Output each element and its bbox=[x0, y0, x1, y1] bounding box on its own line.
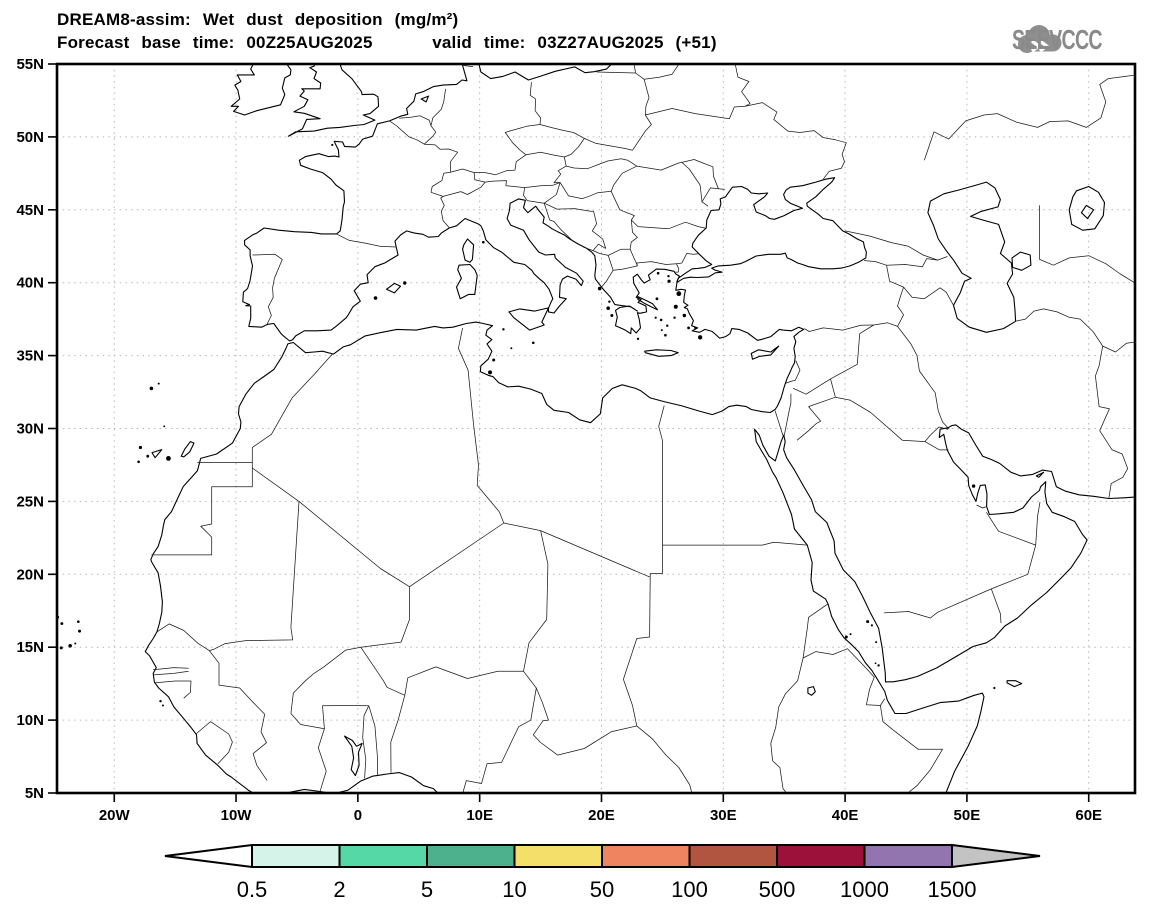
legend-segment bbox=[251, 844, 341, 868]
legend-tick-label: 2 bbox=[333, 877, 345, 902]
legend-segment bbox=[338, 844, 428, 868]
legend-segment bbox=[513, 844, 603, 868]
legend-colorbar: 0.5 2 5 10 50 100 500 1000 1500 bbox=[164, 843, 1041, 902]
legend-tick-label: 1500 bbox=[928, 877, 977, 902]
lon-label: 20W bbox=[99, 807, 131, 824]
lat-label: 5N bbox=[25, 785, 44, 802]
lat-label: 55N bbox=[16, 56, 44, 73]
lon-label: 30E bbox=[710, 807, 737, 824]
island-dots bbox=[57, 143, 996, 707]
lat-label: 30N bbox=[16, 421, 44, 438]
legend-tick-label: 100 bbox=[671, 877, 708, 902]
lon-label: 40E bbox=[832, 807, 859, 824]
legend-tick-label: 10 bbox=[502, 877, 526, 902]
country-borders bbox=[151, 64, 1135, 793]
lon-label: 60E bbox=[1075, 807, 1102, 824]
legend-tick-label: 1000 bbox=[840, 877, 889, 902]
logo-text: SEEVCCC bbox=[1012, 24, 1103, 55]
legend-tick-label: 5 bbox=[421, 877, 433, 902]
legend-tick-label: 500 bbox=[759, 877, 796, 902]
cloud-icon bbox=[1018, 25, 1062, 53]
seevccc-logo: SEEVCCC bbox=[1012, 22, 1158, 58]
lat-label: 15N bbox=[16, 639, 44, 656]
forecast-time-subtitle: Forecast base time: 00Z25AUG2025 valid t… bbox=[57, 33, 717, 52]
legend-tick-label: 0.5 bbox=[237, 877, 268, 902]
lon-label: 10W bbox=[221, 807, 253, 824]
coastlines bbox=[144, 64, 1135, 793]
lat-label: 10N bbox=[16, 712, 44, 729]
lat-label: 40N bbox=[16, 275, 44, 292]
page-title: DREAM8-assim: Wet dust deposition (mg/m²… bbox=[57, 10, 459, 29]
axis-ticks bbox=[48, 63, 1090, 802]
legend-segment bbox=[863, 844, 953, 868]
legend-segment bbox=[776, 844, 866, 868]
legend-segment bbox=[426, 844, 516, 868]
lon-label: 20E bbox=[588, 807, 615, 824]
lat-label: 35N bbox=[16, 348, 44, 365]
lat-label: 45N bbox=[16, 202, 44, 219]
legend-segment bbox=[688, 844, 778, 868]
lon-label: 10E bbox=[466, 807, 493, 824]
legend-arrow-right bbox=[951, 843, 1041, 869]
legend-tick-label: 50 bbox=[590, 877, 614, 902]
lon-label: 0 bbox=[354, 807, 362, 824]
lat-label: 20N bbox=[16, 566, 44, 583]
lon-label: 50E bbox=[954, 807, 981, 824]
lat-label: 50N bbox=[16, 129, 44, 146]
map-lines bbox=[57, 64, 1135, 793]
legend-segment bbox=[601, 844, 691, 868]
lat-label: 25N bbox=[16, 493, 44, 510]
axis-labels: 55N 50N 45N 40N 35N 30N 25N 20N 15N 10N 5N 20W 10W 0 1… bbox=[16, 56, 1102, 824]
legend-arrow-left bbox=[164, 843, 253, 869]
